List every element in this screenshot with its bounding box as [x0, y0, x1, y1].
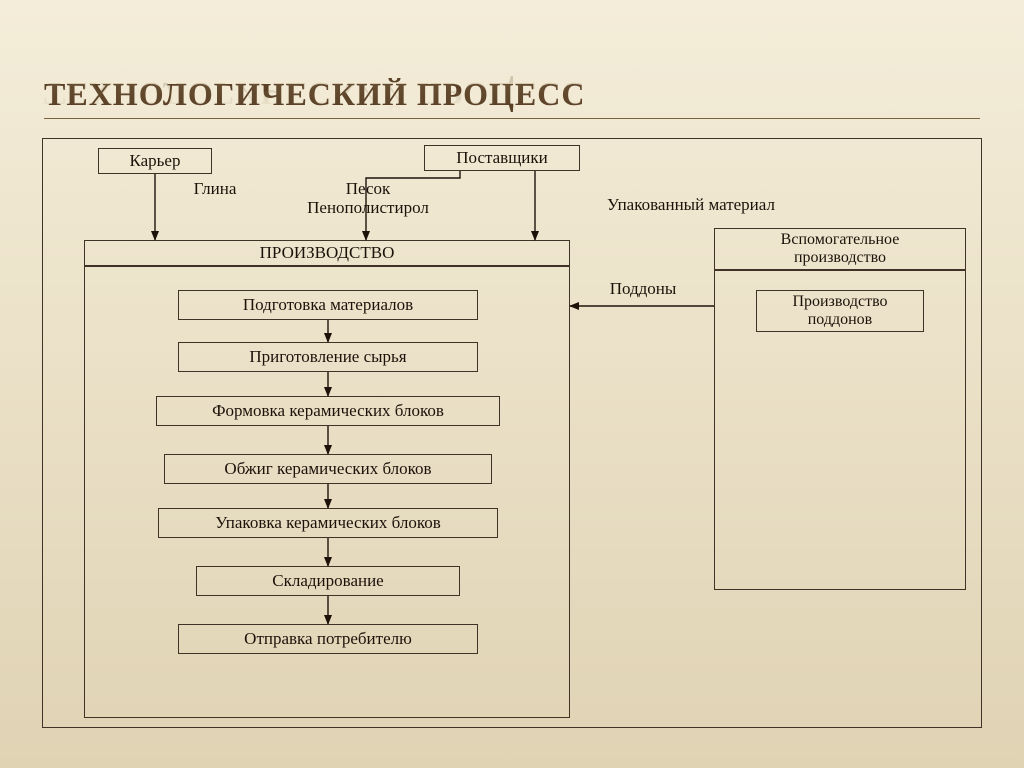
node-step1: Подготовка материалов [178, 290, 478, 320]
node-step3: Формовка керамических блоков [156, 396, 500, 426]
node-production_header: ПРОИЗВОДСТВО [84, 240, 570, 266]
title-underline [44, 118, 980, 119]
node-step5: Упаковка керамических блоков [158, 508, 498, 538]
node-pallets_prod: Производство поддонов [756, 290, 924, 332]
label-l_packed: Упакованный материал [566, 196, 816, 215]
node-step6: Складирование [196, 566, 460, 596]
slide-title-reflection: ТЕХНОЛОГИЧЕСКИЙ ПРОЦЕСС [44, 75, 585, 112]
node-step4: Обжиг керамических блоков [164, 454, 492, 484]
node-step2: Приготовление сырья [178, 342, 478, 372]
node-quarry: Карьер [98, 148, 212, 174]
label-l_sand: Песок Пенополистирол [278, 180, 458, 217]
node-aux_header: Вспомогательное производство [714, 228, 966, 270]
node-suppliers: Поставщики [424, 145, 580, 171]
slide: ТЕХНОЛОГИЧЕСКИЙ ПРОЦЕСС ТЕХНОЛОГИЧЕСКИЙ … [0, 0, 1024, 768]
node-step7: Отправка потребителю [178, 624, 478, 654]
label-l_pallet: Поддоны [588, 280, 698, 299]
label-l_clay: Глина [180, 180, 250, 199]
